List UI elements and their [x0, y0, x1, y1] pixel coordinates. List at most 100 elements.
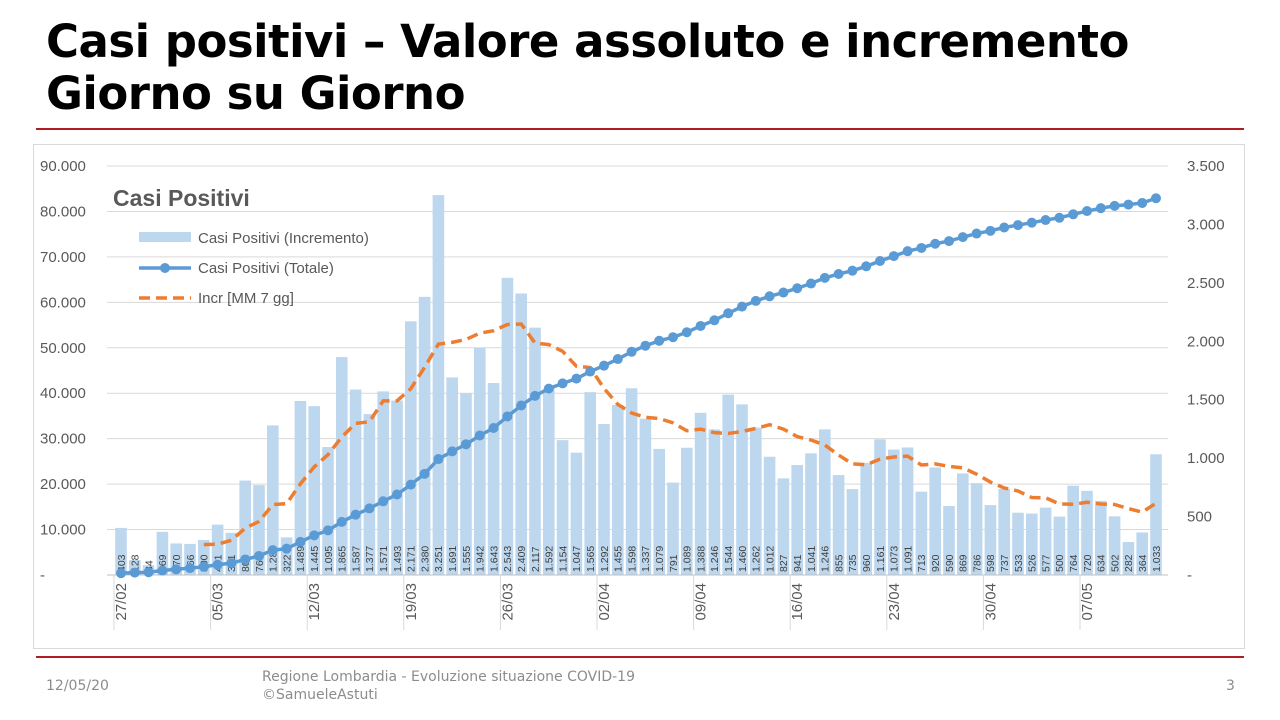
total-point — [157, 565, 168, 576]
total-point — [985, 225, 996, 236]
bar — [736, 404, 748, 575]
bar — [556, 440, 569, 575]
bar-data-label: 764 — [1068, 554, 1080, 572]
bar — [280, 537, 293, 575]
bar-data-label: 2.543 — [502, 546, 514, 572]
total-point — [709, 315, 720, 326]
total-point — [530, 390, 540, 401]
bar — [943, 506, 955, 575]
bar-data-label: 1.489 — [295, 546, 307, 572]
bar — [1039, 507, 1052, 575]
total-point — [378, 496, 389, 507]
bar-data-label: 403 — [116, 554, 128, 572]
total-point — [737, 301, 747, 312]
bar — [322, 447, 334, 575]
total-point — [212, 559, 223, 570]
total-point — [1082, 206, 1092, 217]
bottom-divider — [36, 656, 1244, 658]
bar-data-label: 1.292 — [599, 546, 611, 572]
bar — [694, 412, 707, 575]
total-point — [364, 503, 375, 514]
bar-data-label: 1.455 — [613, 546, 625, 572]
bar-data-label: 1.033 — [1151, 546, 1163, 572]
right-axis-tick-label: 2.000 — [1187, 333, 1225, 350]
total-point — [750, 295, 761, 306]
bar-data-label: 1.388 — [695, 546, 707, 572]
total-point — [557, 378, 568, 389]
legend-label-incremento: Casi Positivi (Incremento) — [198, 230, 369, 247]
bar — [570, 452, 583, 575]
bar — [791, 465, 803, 575]
total-point — [226, 558, 237, 569]
bar — [460, 393, 472, 575]
bar — [819, 429, 831, 575]
total-point — [254, 550, 264, 561]
bar-data-label: 84 — [143, 560, 155, 572]
total-point — [778, 287, 789, 298]
bar — [432, 195, 445, 576]
bar — [267, 425, 279, 575]
bar — [225, 532, 238, 575]
bar — [929, 467, 941, 575]
total-point — [916, 242, 927, 253]
legend-label-totale: Casi Positivi (Totale) — [198, 260, 334, 277]
total-point — [129, 567, 140, 578]
bar — [1081, 490, 1093, 575]
bar-data-label: 1.154 — [557, 546, 569, 572]
bar — [763, 456, 776, 575]
slide-title-line1: Casi positivi – Valore assoluto e increm… — [46, 15, 1129, 68]
total-point — [419, 468, 430, 479]
bar — [308, 406, 320, 575]
bar-data-label: 2.380 — [419, 546, 431, 572]
x-tick-label: 19/03 — [403, 583, 420, 621]
bar — [418, 296, 431, 575]
total-point — [626, 346, 637, 357]
bar — [115, 527, 127, 575]
total-line — [120, 196, 1157, 575]
bar — [515, 293, 527, 575]
bar — [1108, 516, 1121, 575]
bar — [667, 482, 679, 575]
bar-data-label: 1.598 — [626, 546, 638, 572]
bar-data-label: 1.544 — [723, 546, 735, 572]
bar-data-label: 533 — [1013, 554, 1025, 572]
bar — [805, 453, 817, 575]
bar-data-label: 1.691 — [447, 546, 459, 572]
bar-data-label: 869 — [958, 554, 970, 572]
total-point — [185, 563, 195, 574]
bar-data-label: 737 — [999, 554, 1011, 572]
bar-data-label: 1.089 — [682, 546, 694, 572]
total-point — [502, 411, 513, 422]
bar-data-label: 1.587 — [350, 546, 362, 572]
bar-data-label: 941 — [792, 554, 804, 572]
x-tick-label: 23/04 — [886, 583, 903, 621]
bar-data-label: 1.865 — [337, 546, 349, 572]
bar — [846, 489, 859, 575]
bar-data-label: 1.246 — [820, 546, 832, 572]
bar — [874, 439, 886, 575]
bar-data-label: 1.161 — [875, 546, 887, 572]
x-tick-label: 30/04 — [982, 583, 999, 621]
bar-data-label: 1.942 — [475, 546, 487, 572]
bar — [1122, 542, 1135, 575]
left-axis-tick-label: - — [40, 567, 45, 584]
bar — [639, 418, 652, 575]
total-point — [1137, 197, 1148, 208]
total-point — [171, 564, 182, 575]
right-axis-tick-label: 3.000 — [1187, 216, 1225, 233]
total-point — [585, 366, 596, 377]
right-axis-tick-label: 2.500 — [1187, 275, 1225, 292]
bar-data-label: 598 — [985, 554, 997, 572]
total-point — [488, 423, 499, 434]
bar — [915, 491, 928, 575]
x-tick-label: 09/04 — [693, 583, 710, 621]
bar-data-label: 322 — [281, 554, 293, 572]
total-point — [957, 232, 968, 243]
left-axis-tick-label: 10.000 — [40, 522, 86, 539]
bar-data-label: 1.095 — [323, 546, 335, 572]
total-point — [392, 489, 402, 500]
bar — [1012, 512, 1024, 575]
left-axis-tick-label: 90.000 — [40, 158, 86, 175]
bar-data-label: 1.041 — [806, 546, 818, 572]
